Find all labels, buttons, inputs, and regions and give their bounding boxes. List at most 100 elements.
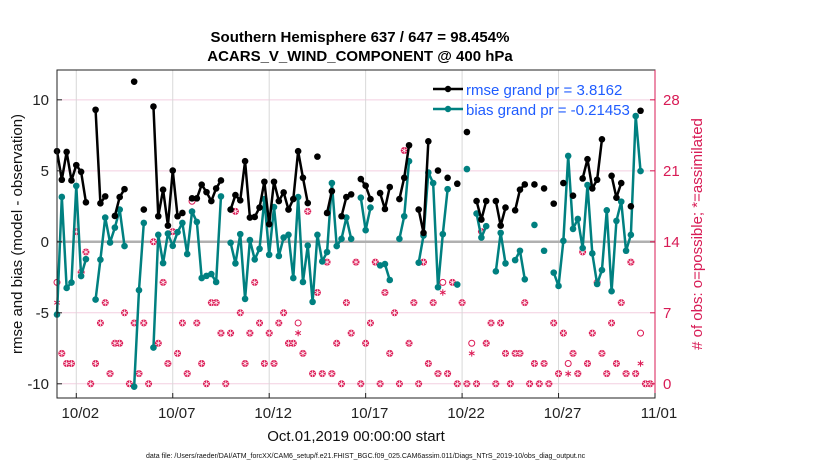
rmse-point [261,178,268,186]
bias-point [256,245,263,253]
obs-assimilated-marker [256,319,263,327]
legend: rmse grand pr = 3.8162 bias grand pr = -… [433,82,630,119]
obs-assimilated-marker [598,350,605,357]
rmse-point [285,206,292,213]
obs-assimilated-marker [434,370,441,377]
obs-assimilated-marker [627,258,634,266]
rmse-point [256,204,263,211]
obs-assimilated-marker [304,208,311,215]
rmse-line-segment [325,190,334,214]
obs-assimilated-marker [454,380,461,388]
obs-assimilated-marker [362,340,369,347]
obs-assimilated-marker [160,279,167,286]
rmse-point [236,197,244,204]
y-tick-label: 10 [32,92,49,109]
rmse-point [347,191,355,198]
obs-assimilated-marker [97,319,104,327]
rmse-point [164,222,172,229]
obs-assimilated-marker [536,380,543,388]
rmse-point [294,147,302,155]
bias-point [82,255,90,263]
rmse-point [357,175,365,183]
rmse-point [280,189,287,196]
rmse-point [482,197,490,205]
bias-point [323,248,331,256]
rmse-point [367,195,374,203]
obs-assimilated-marker [102,299,109,306]
obs-assimilated-marker [82,248,89,256]
obs-assimilated-marker [213,299,220,306]
rmse-point [608,172,615,180]
rmse-point [58,176,66,184]
obs-assimilated-marker [193,319,200,327]
rmse-point [502,204,509,211]
obs-assimilated-marker [121,309,128,317]
plot-area [57,70,655,398]
rmse-point [343,193,350,201]
bias-point [299,278,307,286]
bias-point [63,284,70,292]
rmse-point [275,197,283,205]
obs-assimilated-marker [381,289,388,296]
y-tick-label: -5 [36,305,49,322]
bias-point [463,165,471,173]
rmse-point [68,177,75,184]
rmse-point [396,195,403,203]
rmse-point [270,178,278,186]
bias-point [627,231,635,239]
bias-point [227,239,234,247]
bias-point [492,268,500,275]
obs-assimilated-marker [425,360,432,367]
rmse-point [174,212,181,220]
rmse-point [179,209,186,217]
bias-point [236,230,244,238]
x-tick-label: 10/12 [254,405,292,422]
obs-assimilated-marker [632,370,639,377]
y-tick-label: 0 [41,234,49,251]
obs-assimilated-marker [367,319,374,327]
bias-point [396,235,403,243]
bias-point [72,182,80,190]
bias-point [502,260,509,267]
rmse-point [516,186,524,193]
bias-point [429,179,437,187]
obs-assimilated-marker [232,208,239,215]
bias-point [550,269,558,276]
rmse-point [246,214,254,221]
bias-point [333,242,341,250]
rmse-point [97,200,104,207]
rmse-point [511,206,519,214]
obs-assimilated-marker [246,329,253,337]
bias-point [304,242,312,249]
bias-point [212,278,220,286]
rmse-point [130,78,138,85]
y-axis-label: rmse and bias (model - observation) [9,114,26,354]
obs-assimilated-marker [309,370,316,377]
rmse-point [328,187,336,195]
obs-assimilated-marker [251,279,258,286]
rmse-point [338,212,345,220]
legend-bias: bias grand pr = -0.21453 [433,102,630,119]
rmse-point [434,167,442,174]
y-tick-label: 5 [41,163,49,180]
rmse-point [154,212,162,220]
bias-point [208,270,215,278]
rmse-point [82,199,90,206]
bias-point [589,250,596,257]
bias-point [516,247,524,255]
obs-assimilated-marker [208,299,215,306]
bias-point [58,193,66,201]
obs-assimilated-marker [555,370,562,377]
obs-assimilated-marker [488,319,495,327]
bias-point [579,244,586,252]
bias-point [367,204,374,211]
obs-assimilated-marker [565,370,572,377]
x-tick-label: 10/07 [158,405,196,422]
bias-point [285,231,292,239]
rmse-point [72,161,80,169]
obs-assimilated-marker [275,319,282,327]
rmse-point [290,195,297,203]
rmse-point [550,200,558,207]
obs-assimilated-marker [116,340,123,347]
obs-assimilated-marker [449,279,456,286]
